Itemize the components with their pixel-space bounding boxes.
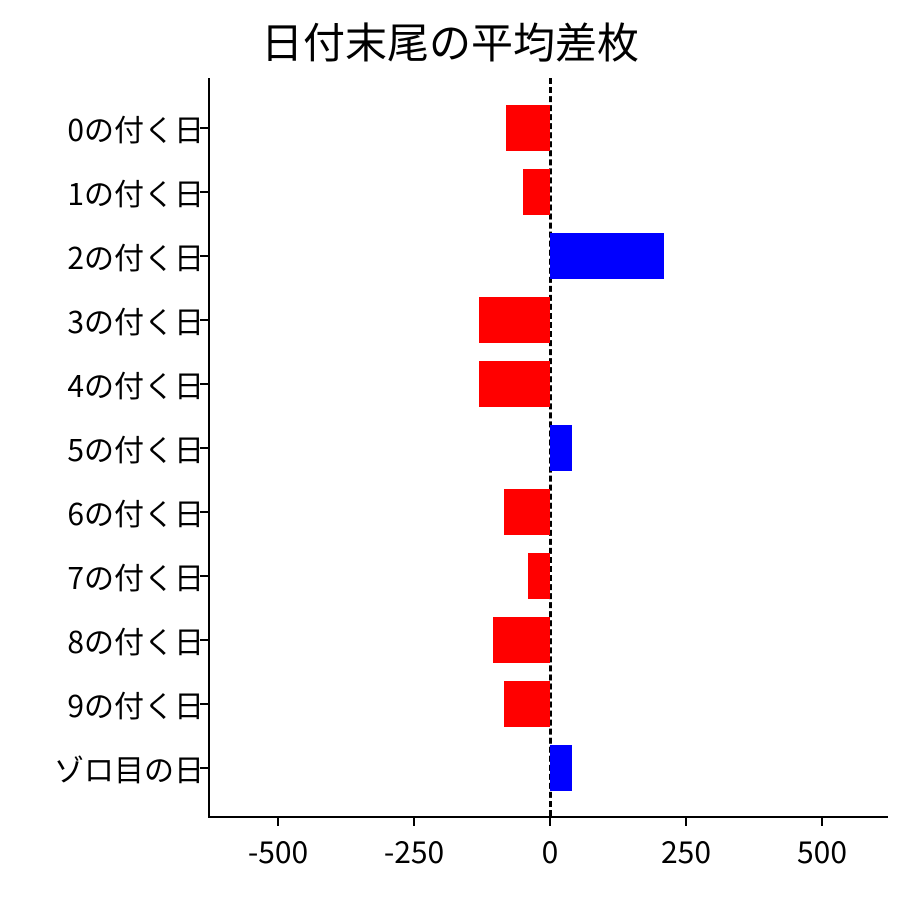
bar (550, 745, 572, 791)
y-axis-label: 3の付く日 (67, 298, 210, 342)
bar (479, 297, 550, 343)
y-axis-label: 0の付く日 (67, 106, 210, 150)
y-tick (200, 447, 210, 449)
y-axis-label: 2の付く日 (67, 234, 210, 278)
y-axis-label: 4の付く日 (67, 362, 210, 406)
x-axis-label: -500 (248, 816, 308, 872)
x-axis-label: 0 (542, 816, 559, 872)
plot-area: 0の付く日1の付く日2の付く日3の付く日4の付く日5の付く日6の付く日7の付く日… (208, 78, 888, 818)
x-axis-label: 500 (797, 816, 847, 872)
y-axis-label: 6の付く日 (67, 490, 210, 534)
chart-container: 日付末尾の平均差枚 0の付く日1の付く日2の付く日3の付く日4の付く日5の付く日… (0, 0, 900, 900)
bar (504, 681, 550, 727)
y-tick (200, 511, 210, 513)
y-tick (200, 319, 210, 321)
y-axis-label: 7の付く日 (67, 554, 210, 598)
x-axis-label: -250 (384, 816, 444, 872)
bar (504, 489, 550, 535)
y-tick (200, 191, 210, 193)
y-tick (200, 703, 210, 705)
y-axis-label: 8の付く日 (67, 618, 210, 662)
bar (523, 169, 550, 215)
y-tick (200, 127, 210, 129)
y-tick (200, 575, 210, 577)
y-axis-label: 5の付く日 (67, 426, 210, 470)
bar (528, 553, 550, 599)
x-axis-label: 250 (661, 816, 711, 872)
y-axis-label: 9の付く日 (67, 682, 210, 726)
y-tick (200, 767, 210, 769)
bar (550, 233, 664, 279)
y-axis-label: 1の付く日 (67, 170, 210, 214)
y-tick (200, 639, 210, 641)
chart-title: 日付末尾の平均差枚 (0, 10, 900, 71)
y-tick (200, 255, 210, 257)
y-tick (200, 383, 210, 385)
bar (550, 425, 572, 471)
bar (479, 361, 550, 407)
bar (493, 617, 550, 663)
y-axis-label: ゾロ目の日 (54, 746, 210, 790)
bar (506, 105, 550, 151)
